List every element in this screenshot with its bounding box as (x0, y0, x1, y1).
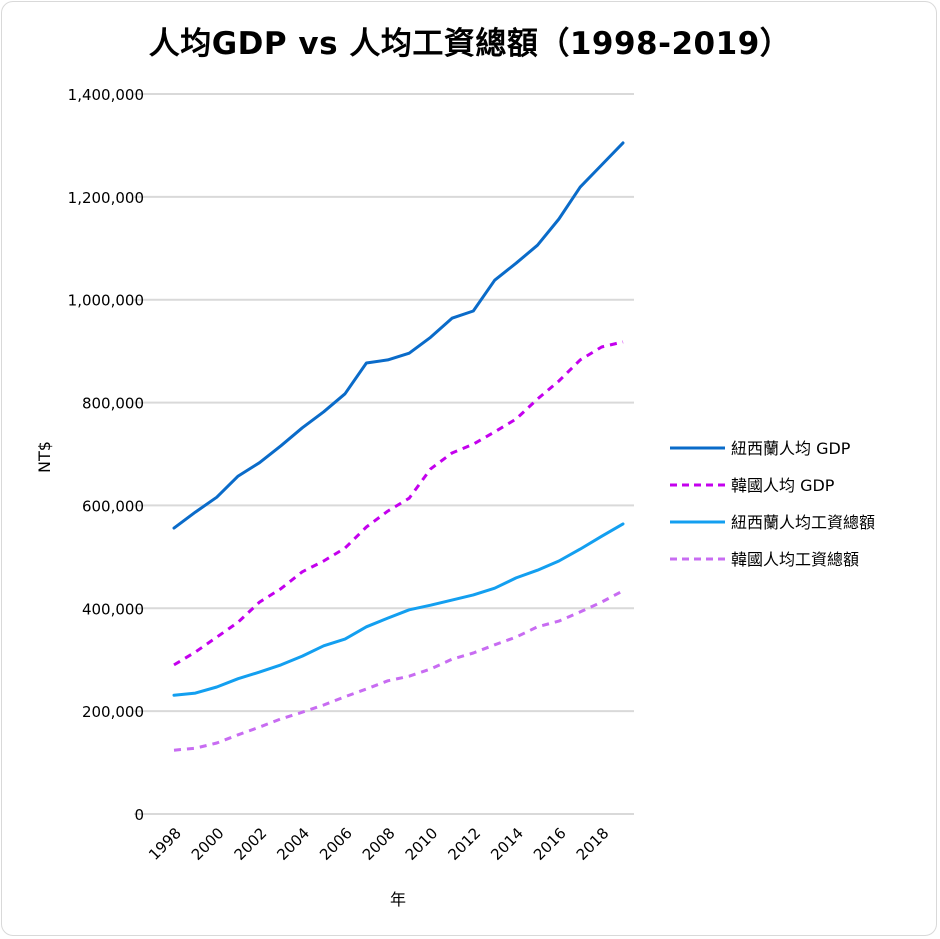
legend-label: 紐西蘭人均 GDP (731, 439, 851, 458)
y-axis-ticks: 0 200,000 400,000 600,000 800,000 1,000,000 1,… (68, 86, 144, 824)
y-axis-label: NT$ (35, 441, 54, 473)
y-tick-label: 600,000 (82, 497, 144, 515)
legend-item: 紐西蘭人均 GDP (670, 439, 851, 458)
y-tick-label: 1,200,000 (68, 189, 144, 207)
x-tick-label: 2014 (487, 824, 527, 864)
chart-title: 人均GDP vs 人均工資總額（1998-2019） (148, 26, 792, 62)
series-lines (172, 141, 625, 752)
y-tick-label: 0 (134, 806, 144, 824)
x-axis-label: 年 (390, 890, 406, 909)
x-tick-label: 1998 (145, 824, 185, 864)
x-tick-label: 2016 (530, 824, 570, 864)
series-line-1 (173, 340, 624, 667)
x-axis-ticks: 1998 2000 2002 2004 2006 2008 2010 2012 2014 2016… (145, 824, 612, 864)
y-tick-label: 1,400,000 (68, 86, 144, 104)
x-tick-label: 2018 (573, 824, 613, 864)
series-line-0 (172, 141, 625, 530)
x-tick-label: 2004 (273, 824, 313, 864)
x-tick-label: 2012 (444, 824, 484, 864)
y-tick-label: 800,000 (82, 395, 144, 413)
legend-label: 韓國人均工資總額 (731, 550, 859, 569)
legend-label: 韓國人均 GDP (731, 476, 835, 495)
x-tick-label: 2002 (231, 824, 271, 864)
legend-item: 紐西蘭人均工資總額 (670, 513, 875, 532)
x-tick-label: 2006 (316, 824, 356, 864)
series-line-3 (173, 589, 624, 752)
x-tick-label: 2008 (359, 824, 399, 864)
series-line-2 (172, 522, 625, 697)
y-tick-label: 1,000,000 (68, 292, 144, 310)
legend-item: 韓國人均工資總額 (670, 550, 859, 569)
legend-label: 紐西蘭人均工資總額 (731, 513, 875, 532)
gridlines (134, 93, 634, 815)
x-tick-label: 2010 (402, 824, 442, 864)
legend-item: 韓國人均 GDP (670, 476, 835, 495)
y-tick-label: 200,000 (82, 703, 144, 721)
y-tick-label: 400,000 (82, 600, 144, 618)
x-tick-label: 2000 (188, 824, 228, 864)
